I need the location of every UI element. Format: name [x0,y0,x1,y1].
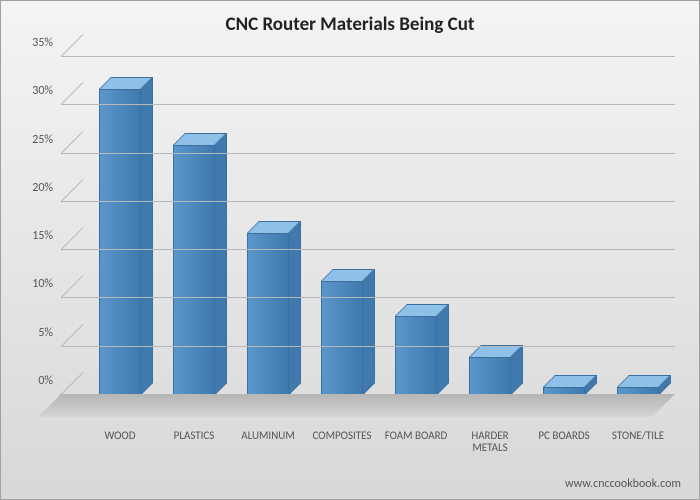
bar-slot [83,57,157,395]
y-tick-label: 5% [38,326,53,340]
x-tick-label: FOAM BOARD [379,430,453,455]
bar-slot [379,57,453,395]
x-tick-label: ALUMINUM [231,430,305,455]
x-tick-label: PLASTICS [157,430,231,455]
gridline [61,201,675,202]
plot-floor [38,394,675,417]
y-tick-label: 20% [32,181,53,195]
gridline-depth [61,227,84,250]
bar-slot [305,57,379,395]
y-tick-label: 15% [32,229,53,243]
bar [395,316,437,395]
bar-slot [453,57,527,395]
y-tick-label: 35% [32,36,53,50]
gridline [61,297,675,298]
x-tick-label: PC BOARDS [527,430,601,455]
bar-slot [157,57,231,395]
gridline-depth [61,82,84,105]
gridline [61,249,675,250]
bar [247,233,289,395]
bar-slot [527,57,601,395]
y-tick-label: 10% [32,277,53,291]
x-tick-label: WOOD [83,430,157,455]
x-tick-label: STONE/TILE [601,430,675,455]
x-tick-label: HARDER METALS [453,430,527,455]
gridline [61,104,675,105]
y-tick-label: 30% [32,84,53,98]
plot-area: 0%5%10%15%20%25%30%35% [61,57,675,417]
gridline-depth [61,179,84,202]
gridline [61,153,675,154]
gridline [61,394,675,395]
gridline-depth [61,276,84,299]
bar [99,89,141,395]
x-axis-labels: WOODPLASTICSALUMINUMCOMPOSITESFOAM BOARD… [83,430,675,455]
bar-slot [601,57,675,395]
x-tick-label: COMPOSITES [305,430,379,455]
gridline-depth [61,131,84,154]
gridline [61,346,675,347]
chart-title: CNC Router Materials Being Cut [1,1,699,42]
gridline-depth [61,324,84,347]
bars-container [83,57,675,395]
gridline-depth [61,372,84,395]
bar-slot [231,57,305,395]
chart-panel: CNC Router Materials Being Cut 0%5%10%15… [0,0,700,500]
bar [469,357,511,395]
y-tick-label: 25% [32,133,53,147]
credit-text: www.cnccookbook.com [565,477,681,491]
y-tick-label: 0% [38,374,53,388]
bar [173,145,215,395]
gridline [61,56,675,57]
